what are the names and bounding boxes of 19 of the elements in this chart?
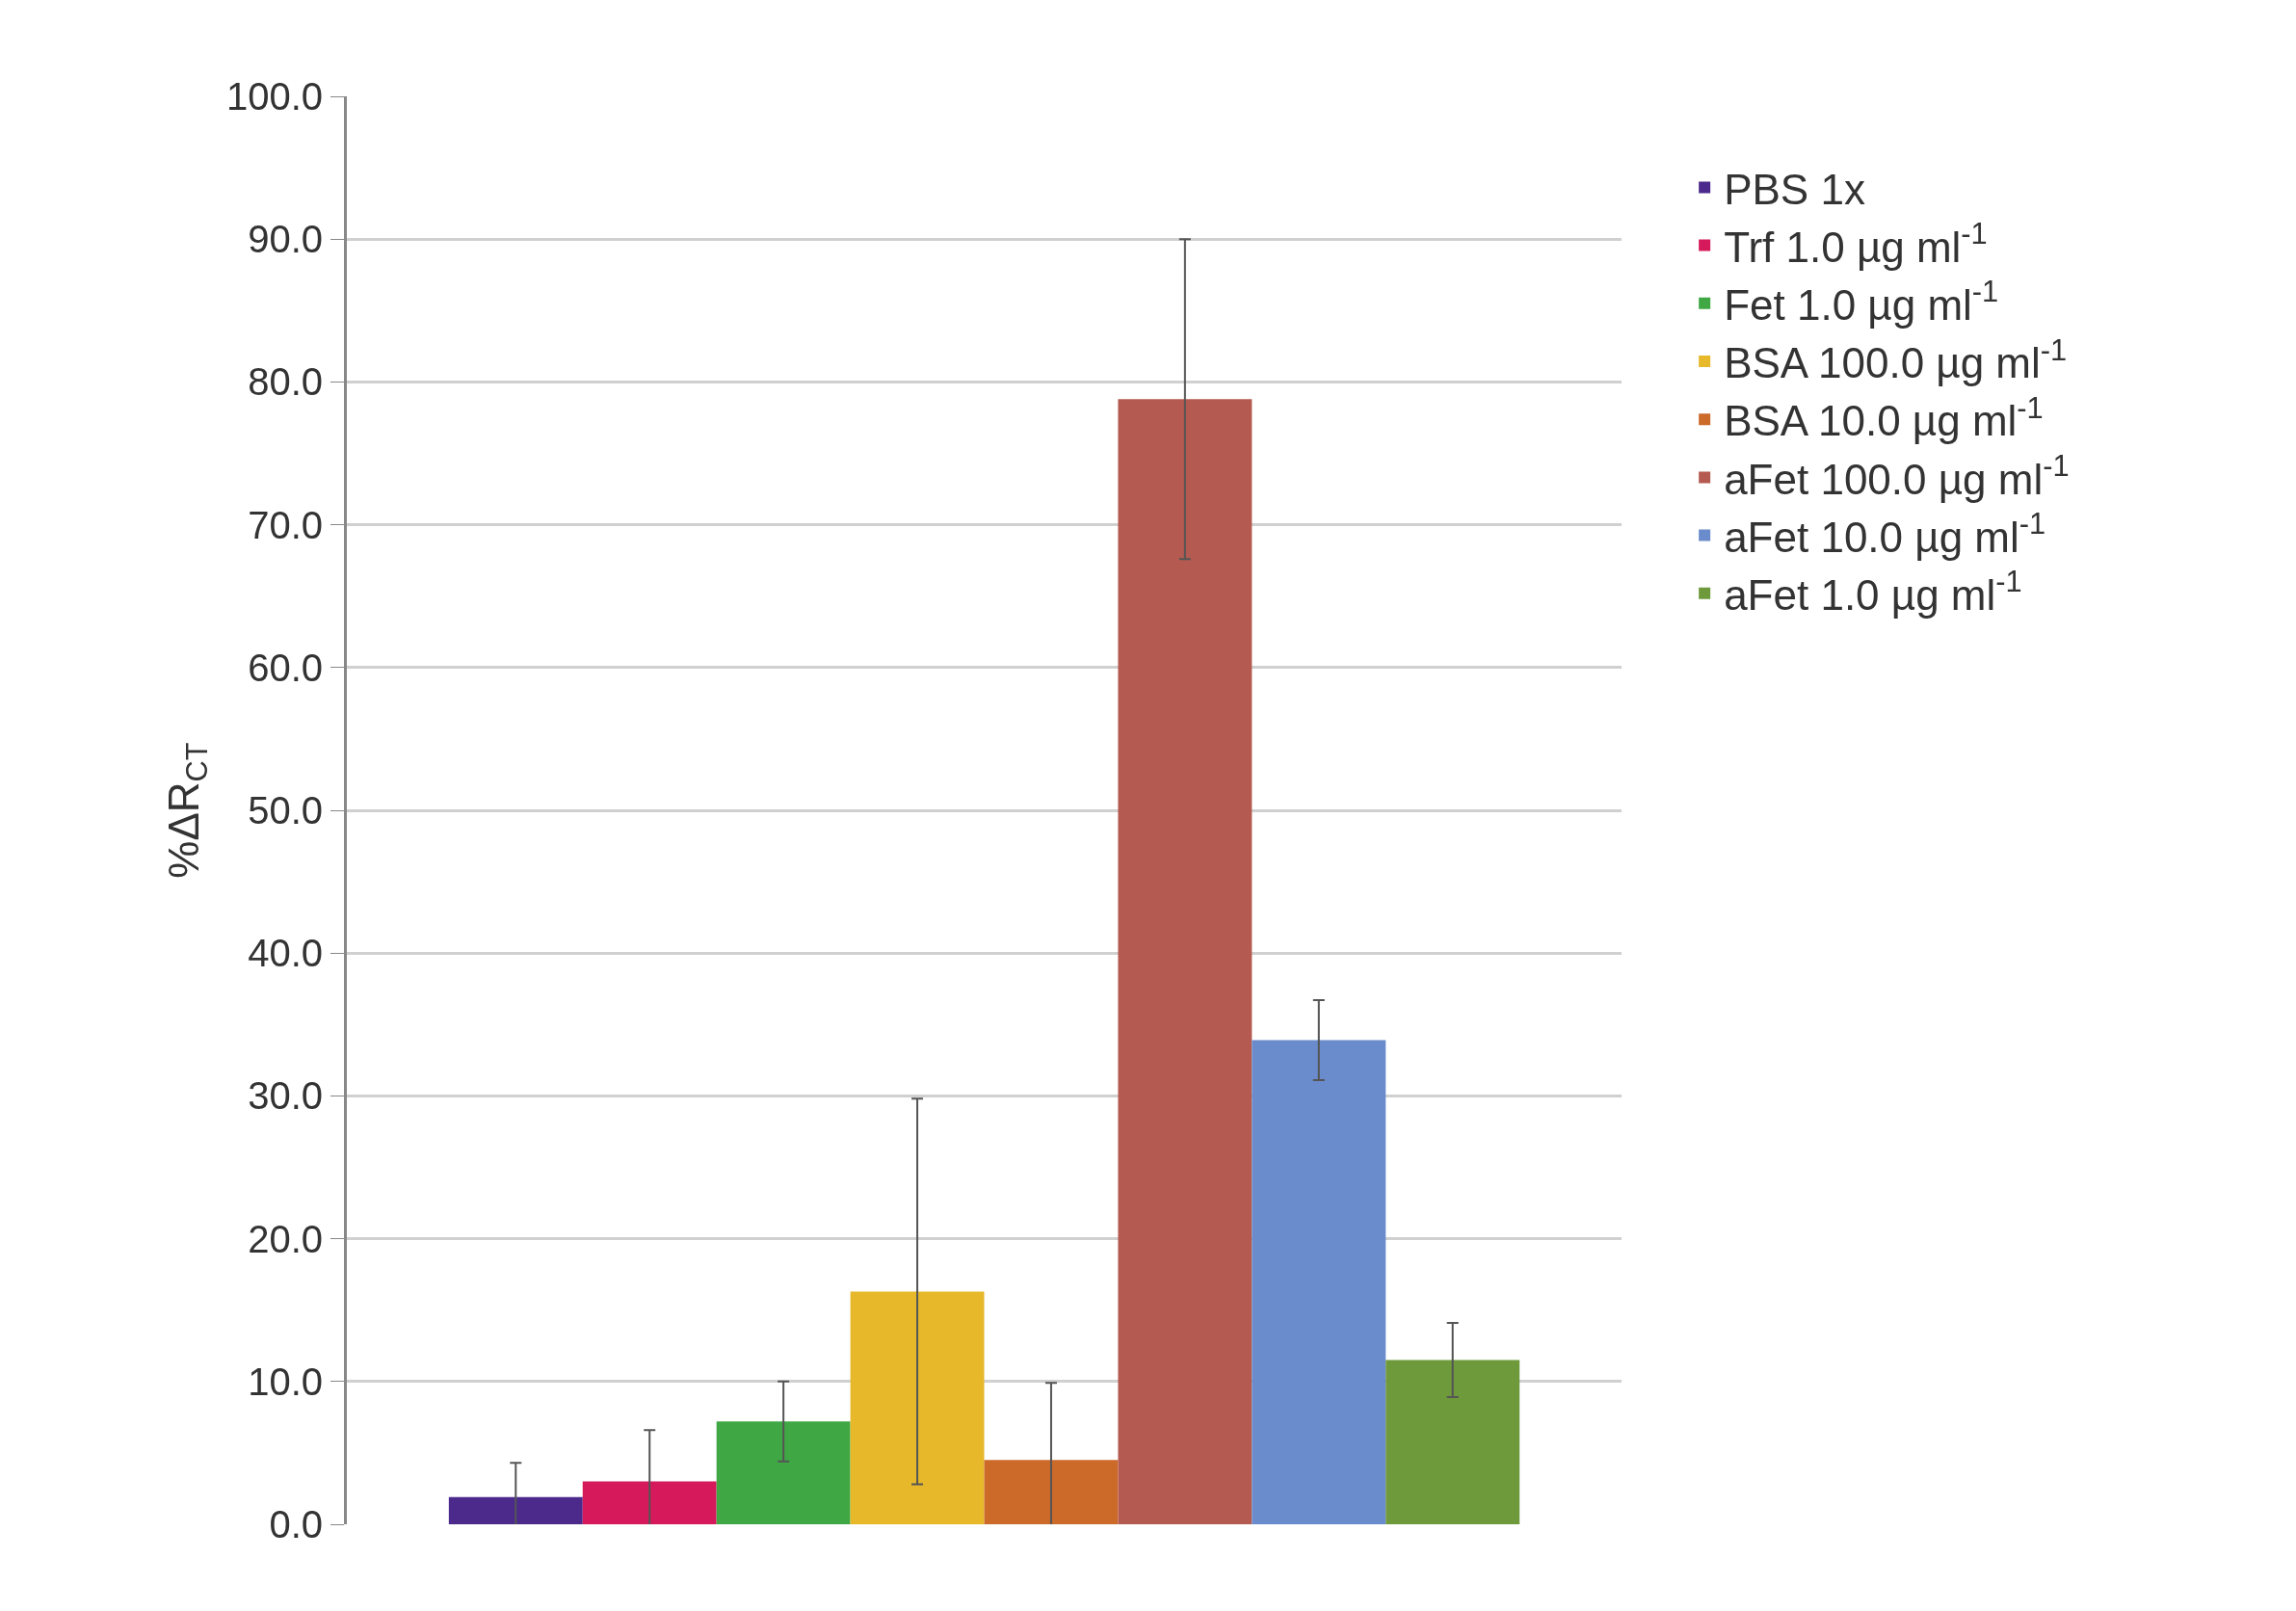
y-tick-label: 90.0 (248, 218, 323, 261)
legend-label: BSA 100.0 µg ml$^{-1}$ (1724, 332, 2068, 387)
y-tick-label: 70.0 (248, 503, 323, 546)
y-tick-label: 60.0 (248, 646, 323, 689)
legend-label: Fet 1.0 µg ml$^{-1}$ (1724, 275, 1999, 329)
y-tick-label: 40.0 (248, 932, 323, 975)
y-tick-label: 50.0 (248, 789, 323, 832)
y-tick-label: 80.0 (248, 360, 323, 404)
legend-label: PBS 1x (1724, 165, 1865, 213)
legend-label: BSA 10.0 µg ml$^{-1}$ (1724, 390, 2044, 445)
y-tick-label: 10.0 (248, 1360, 323, 1403)
y-tick-label: 30.0 (248, 1074, 323, 1118)
legend-label: Trf 1.0 µg ml$^{-1}$ (1724, 217, 1988, 271)
y-tick-label: 20.0 (248, 1217, 323, 1260)
legend-label: aFet 10.0 µg ml$^{-1}$ (1724, 507, 2046, 561)
y-tick-label: 100.0 (225, 75, 323, 118)
legend-label: aFet 100.0 µg ml$^{-1}$ (1724, 449, 2070, 503)
legend-label: aFet 1.0 µg ml$^{-1}$ (1724, 565, 2022, 619)
y-tick-label: 0.0 (269, 1503, 323, 1545)
